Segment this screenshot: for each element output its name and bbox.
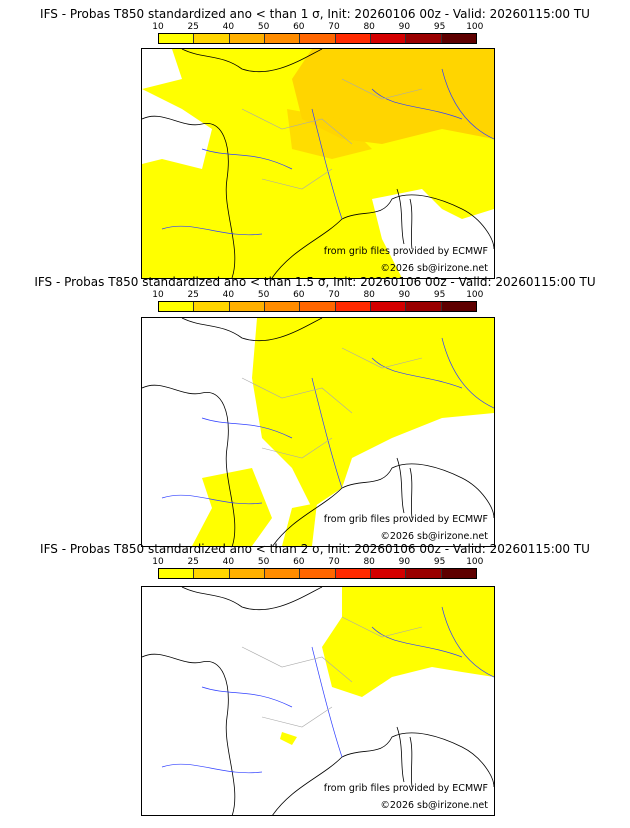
colorbar-tick: 25 xyxy=(187,557,199,567)
source-credit: from grib files provided by ECMWF xyxy=(323,514,488,525)
map-canvas xyxy=(142,318,494,546)
colorbar-tick: 100 xyxy=(466,290,484,300)
map-canvas xyxy=(142,49,494,278)
colorbar-segment xyxy=(264,34,301,43)
colorbar-segment xyxy=(406,34,442,43)
colorbar-segment xyxy=(335,302,371,311)
colorbar-segment xyxy=(194,569,230,578)
colorbar-segment xyxy=(441,569,476,578)
panel-title: IFS - Probas T850 standardized ano < tha… xyxy=(40,7,590,21)
colorbar-segment xyxy=(229,569,265,578)
colorbar-tick: 95 xyxy=(433,290,446,300)
colorbar-segment xyxy=(300,302,336,311)
panel-title: IFS - Probas T850 standardized ano < tha… xyxy=(40,542,590,556)
colorbar-tick: 90 xyxy=(398,290,411,300)
colorbar-tick: 10 xyxy=(152,557,164,567)
source-credit: from grib files provided by ECMWF xyxy=(323,246,488,257)
colorbar-tick: 50 xyxy=(257,22,270,32)
colorbar-ticks: 10 25 40 50 60 70 80 90 95 100 xyxy=(148,557,485,567)
colorbar-ticks: 10 25 40 50 60 70 80 90 95 100 xyxy=(148,22,485,32)
colorbar-tick: 40 xyxy=(222,22,235,32)
colorbar-segment xyxy=(370,34,407,43)
colorbar-tick: 70 xyxy=(328,290,340,300)
panel-title: IFS - Probas T850 standardized ano < tha… xyxy=(34,275,596,289)
colorbar-tick: 25 xyxy=(187,290,199,300)
colorbar-tick: 10 xyxy=(152,290,164,300)
colorbar-segment xyxy=(335,569,371,578)
colorbar-segment xyxy=(441,34,476,43)
colorbar-tick: 60 xyxy=(293,557,305,567)
colorbar-segment xyxy=(159,569,195,578)
colorbar-segment xyxy=(406,302,442,311)
probability-map: from grib files provided by ECMWF ©2026 … xyxy=(141,586,495,816)
colorbar-segment xyxy=(441,302,476,311)
colorbar-tick: 95 xyxy=(433,22,446,32)
probability-map: from grib files provided by ECMWF ©2026 … xyxy=(141,317,495,547)
colorbar-tick: 70 xyxy=(328,557,340,567)
copyright: ©2026 sb@irizone.net xyxy=(380,531,488,542)
colorbar-segment xyxy=(406,569,442,578)
map-canvas xyxy=(142,587,494,815)
colorbar-segment xyxy=(300,34,336,43)
colorbar xyxy=(158,301,477,312)
colorbar-tick: 60 xyxy=(293,290,305,300)
colorbar-segment xyxy=(370,302,407,311)
colorbar-tick: 90 xyxy=(398,557,411,567)
colorbar-tick: 40 xyxy=(222,290,235,300)
probability-map: from grib files provided by ECMWF ©2026 … xyxy=(141,48,495,279)
colorbar-segment xyxy=(229,34,265,43)
colorbar-segment xyxy=(159,34,195,43)
colorbar-segment xyxy=(229,302,265,311)
colorbar-tick: 100 xyxy=(466,557,484,567)
colorbar-tick: 100 xyxy=(466,22,484,32)
copyright: ©2026 sb@irizone.net xyxy=(380,263,488,274)
colorbar-tick: 80 xyxy=(363,557,375,567)
copyright: ©2026 sb@irizone.net xyxy=(380,800,488,811)
colorbar-tick: 60 xyxy=(293,22,305,32)
source-credit: from grib files provided by ECMWF xyxy=(323,783,488,794)
colorbar-segment xyxy=(264,569,301,578)
colorbar-tick: 50 xyxy=(257,290,270,300)
colorbar-segment xyxy=(194,302,230,311)
colorbar-tick: 25 xyxy=(187,22,199,32)
colorbar xyxy=(158,568,477,579)
colorbar-segment xyxy=(335,34,371,43)
colorbar-tick: 80 xyxy=(363,22,375,32)
colorbar-segment xyxy=(300,569,336,578)
colorbar-segment xyxy=(159,302,195,311)
colorbar-ticks: 10 25 40 50 60 70 80 90 95 100 xyxy=(148,290,485,300)
colorbar-tick: 70 xyxy=(328,22,340,32)
colorbar-tick: 90 xyxy=(398,22,411,32)
colorbar-segment xyxy=(264,302,301,311)
colorbar-tick: 40 xyxy=(222,557,235,567)
colorbar-tick: 80 xyxy=(363,290,375,300)
colorbar-segment xyxy=(194,34,230,43)
colorbar-tick: 10 xyxy=(152,22,164,32)
colorbar-tick: 50 xyxy=(257,557,270,567)
colorbar xyxy=(158,33,477,44)
colorbar-tick: 95 xyxy=(433,557,446,567)
colorbar-segment xyxy=(370,569,407,578)
